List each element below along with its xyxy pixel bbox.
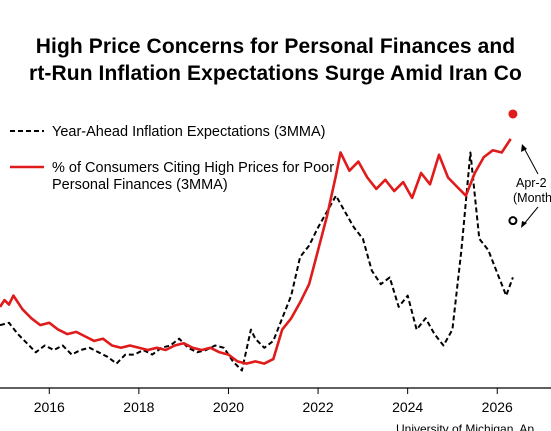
x-ticks: 2016 2018 2020 2022 2024 2026 <box>34 388 513 415</box>
x-tick-label-2026: 2026 <box>482 399 513 415</box>
legend-label-high-prices-line-1: % of Consumers Citing High Prices for Po… <box>52 160 334 176</box>
latest-point-expectations <box>508 216 518 226</box>
source-note: University of Michigan, Ap <box>396 422 534 431</box>
annotation: Apr-2 (Month <box>513 144 551 228</box>
series-line-expectations <box>0 151 514 372</box>
x-tick-label-2024: 2024 <box>392 399 423 415</box>
series-layer <box>0 138 514 372</box>
annotation-arrow-down <box>523 206 539 225</box>
annotation-arrowhead-down <box>521 221 527 228</box>
latest-point-high-prices <box>508 109 518 119</box>
annotation-arrowhead-up <box>521 144 527 152</box>
x-tick-label-2022: 2022 <box>302 399 333 415</box>
chart-title-line-1: High Price Concerns for Personal Finance… <box>35 35 516 58</box>
x-tick-label-2016: 2016 <box>34 399 65 415</box>
legend: Year-Ahead Inflation Expectations (3MMA)… <box>10 124 334 193</box>
series-line-high-prices <box>0 138 512 365</box>
chart-title-line-2: rt-Run Inflation Expectations Surge Amid… <box>29 62 522 85</box>
legend-label-expectations: Year-Ahead Inflation Expectations (3MMA) <box>52 124 326 140</box>
x-tick-label-2020: 2020 <box>213 399 244 415</box>
annotation-arrow-up <box>523 147 539 175</box>
legend-label-high-prices-line-2: Personal Finances (3MMA) <box>52 177 228 193</box>
annotation-line-2: (Month <box>513 191 551 205</box>
annotation-line-1: Apr-2 <box>516 176 547 190</box>
x-tick-label-2018: 2018 <box>123 399 154 415</box>
highlight-points <box>508 109 518 226</box>
